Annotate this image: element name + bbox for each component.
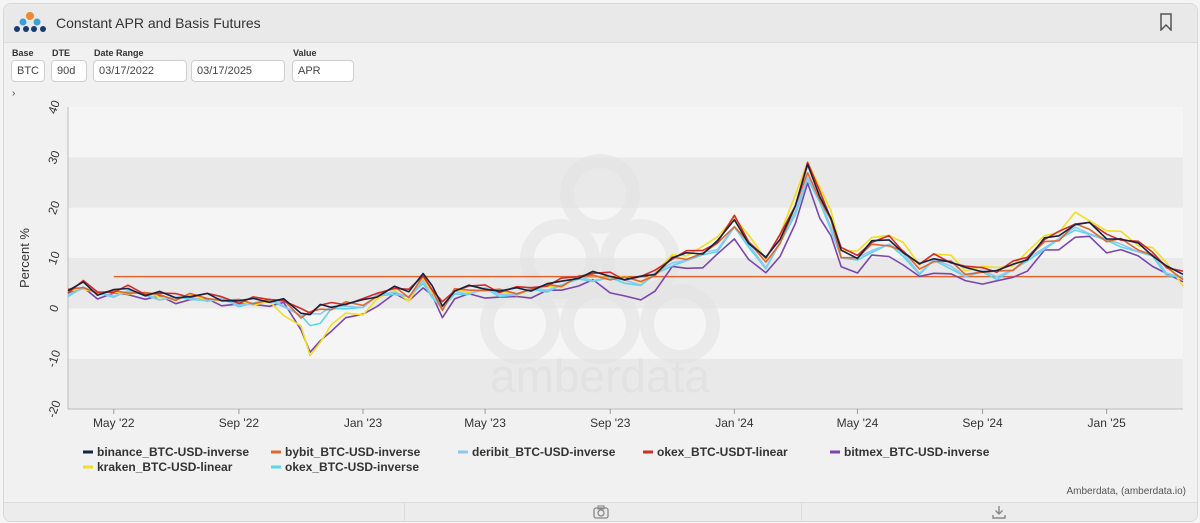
series-line-okex_BTC-USDT-linear xyxy=(67,161,1184,314)
plot-band xyxy=(68,358,1183,409)
x-tick-label: May '22 xyxy=(93,416,135,430)
x-tick-label: Sep '23 xyxy=(590,416,631,430)
legend-item: binance_BTC-USD-inverse xyxy=(83,445,249,459)
x-tick-label: Jan '23 xyxy=(344,416,383,430)
x-tick-label: Jan '24 xyxy=(715,416,754,430)
dte-label: DTE xyxy=(52,48,70,58)
x-tick-label: Jan '25 xyxy=(1088,416,1127,430)
base-select[interactable]: BTC xyxy=(11,60,45,82)
dte-select[interactable]: 90d xyxy=(51,60,87,82)
download-icon[interactable] xyxy=(991,505,1007,519)
legend-label: deribit_BTC-USD-inverse xyxy=(472,445,616,459)
base-label: Base xyxy=(12,48,34,58)
panel-footer xyxy=(4,502,1197,521)
watermark-text: amberdata xyxy=(490,350,710,402)
series-line-bitmex_BTC-USD-inverse xyxy=(67,182,1184,353)
y-tick-label: -10 xyxy=(44,348,63,369)
legend-label: kraken_BTC-USD-linear xyxy=(97,460,233,474)
panel-header: Constant APR and Basis Futures xyxy=(4,4,1197,43)
legend-item: bybit_BTC-USD-inverse xyxy=(271,445,421,459)
apr-line-chart: amberdata -20 -10 0 10 20 30 40 Percent % May '… xyxy=(17,98,1186,497)
bookmark-icon[interactable] xyxy=(1159,13,1173,31)
footer-divider xyxy=(404,503,405,521)
end-date-input[interactable]: 03/17/2025 xyxy=(191,60,285,82)
start-date-input[interactable]: 03/17/2022 xyxy=(93,60,187,82)
plot-band xyxy=(68,107,1183,158)
series-line-binance_BTC-USD-inverse xyxy=(67,163,1184,316)
legend-item: deribit_BTC-USD-inverse xyxy=(458,445,616,459)
y-tick-label: 30 xyxy=(45,148,63,166)
x-tick-label: May '24 xyxy=(837,416,879,430)
legend-item: bitmex_BTC-USD-inverse xyxy=(830,445,990,459)
y-tick-label: 0 xyxy=(46,303,62,314)
legend-label: okex_BTC-USD-inverse xyxy=(285,460,419,474)
amberdata-logo-icon xyxy=(14,12,46,32)
legend-label: bitmex_BTC-USD-inverse xyxy=(844,445,990,459)
date-range-label: Date Range xyxy=(94,48,144,58)
legend-label: bybit_BTC-USD-inverse xyxy=(285,445,421,459)
expand-chevron-icon[interactable]: › xyxy=(12,88,16,99)
x-tick-label: May '23 xyxy=(464,416,506,430)
y-tick-label: 40 xyxy=(45,98,63,116)
y-tick-label: 20 xyxy=(45,199,63,217)
footer-divider xyxy=(801,503,802,521)
legend-item: okex_BTC-USD-inverse xyxy=(271,460,419,474)
value-label: Value xyxy=(293,48,317,58)
y-tick-label: 10 xyxy=(45,249,63,267)
credit-text: Amberdata, (amberdata.io) xyxy=(1066,486,1186,497)
x-tick-label: Sep '24 xyxy=(962,416,1003,430)
x-tick-label: Sep '22 xyxy=(219,416,260,430)
legend-label: binance_BTC-USD-inverse xyxy=(97,445,249,459)
legend-label: okex_BTC-USDT-linear xyxy=(657,445,788,459)
page-title: Constant APR and Basis Futures xyxy=(56,15,261,31)
camera-icon[interactable] xyxy=(593,505,609,519)
legend-item: okex_BTC-USDT-linear xyxy=(643,445,788,459)
legend-item: kraken_BTC-USD-linear xyxy=(83,460,233,474)
y-axis-title: Percent % xyxy=(17,228,32,288)
value-select[interactable]: APR xyxy=(292,60,354,82)
y-tick-label: -20 xyxy=(44,398,63,419)
